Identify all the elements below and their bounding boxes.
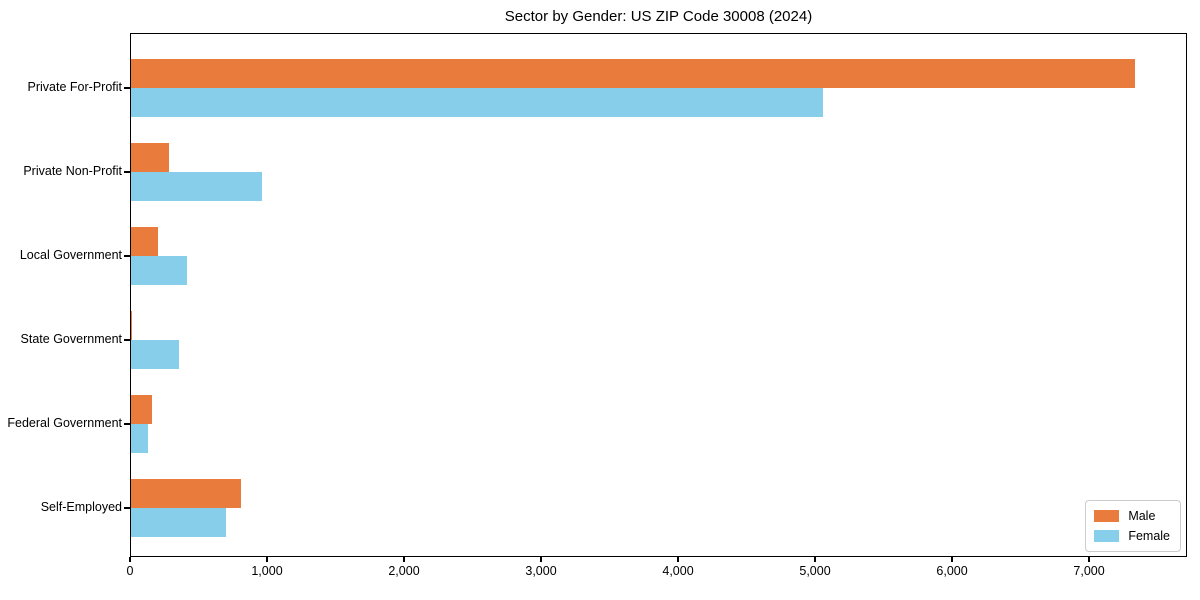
x-tick-mark-6000 [951,557,953,562]
x-tick-label-1000: 1,000 [251,564,283,578]
x-tick-mark-0 [129,557,131,562]
legend: Male Female [1085,500,1181,552]
bar-female-self-employed [130,508,226,537]
bar-female-federal-government [130,424,148,453]
legend-label-female: Female [1128,529,1170,543]
bar-male-local-government [130,227,159,256]
plot-area: Male Female [130,33,1187,557]
bar-female-local-government [130,256,187,285]
bar-female-private-non-profit [130,172,262,201]
legend-swatch-female [1094,530,1120,542]
x-tick-label-7000: 7,000 [1073,564,1105,578]
x-tick-label-2000: 2,000 [388,564,420,578]
y-tick-mark-self-employed [124,507,130,509]
y-tick-mark-local-government [124,255,130,257]
x-tick-mark-1000 [266,557,268,562]
chart-title: Sector by Gender: US ZIP Code 30008 (202… [504,8,813,25]
bar-male-state-government [130,311,132,340]
bar-male-self-employed [130,479,241,508]
x-tick-label-0: 0 [126,564,134,578]
legend-entry-male: Male [1094,506,1170,526]
x-tick-label-6000: 6,000 [936,564,968,578]
x-tick-label-4000: 4,000 [662,564,694,578]
y-tick-label-private-for-profit: Private For-Profit [27,80,122,94]
x-tick-label-3000: 3,000 [525,564,557,578]
x-tick-mark-2000 [403,557,405,562]
legend-swatch-male [1094,510,1120,522]
legend-label-male: Male [1128,509,1156,523]
y-tick-label-local-government: Local Government [19,248,122,262]
y-tick-label-federal-government: Federal Government [7,416,122,430]
y-tick-mark-private-non-profit [124,171,130,173]
y-tick-mark-private-for-profit [124,87,130,89]
x-tick-mark-3000 [540,557,542,562]
x-tick-mark-5000 [814,557,816,562]
y-tick-mark-federal-government [124,423,130,425]
x-tick-mark-7000 [1088,557,1090,562]
x-tick-label-5000: 5,000 [799,564,831,578]
bar-male-private-non-profit [130,143,170,172]
x-tick-mark-4000 [677,557,679,562]
y-tick-label-self-employed: Self-Employed [40,500,122,514]
bar-female-state-government [130,340,179,369]
y-tick-label-state-government: State Government [20,332,122,346]
bar-female-private-for-profit [130,88,824,117]
legend-entry-female: Female [1094,526,1170,546]
bar-male-private-for-profit [130,59,1135,88]
y-tick-mark-state-government [124,339,130,341]
y-tick-label-private-non-profit: Private Non-Profit [23,164,122,178]
bar-male-federal-government [130,395,152,424]
